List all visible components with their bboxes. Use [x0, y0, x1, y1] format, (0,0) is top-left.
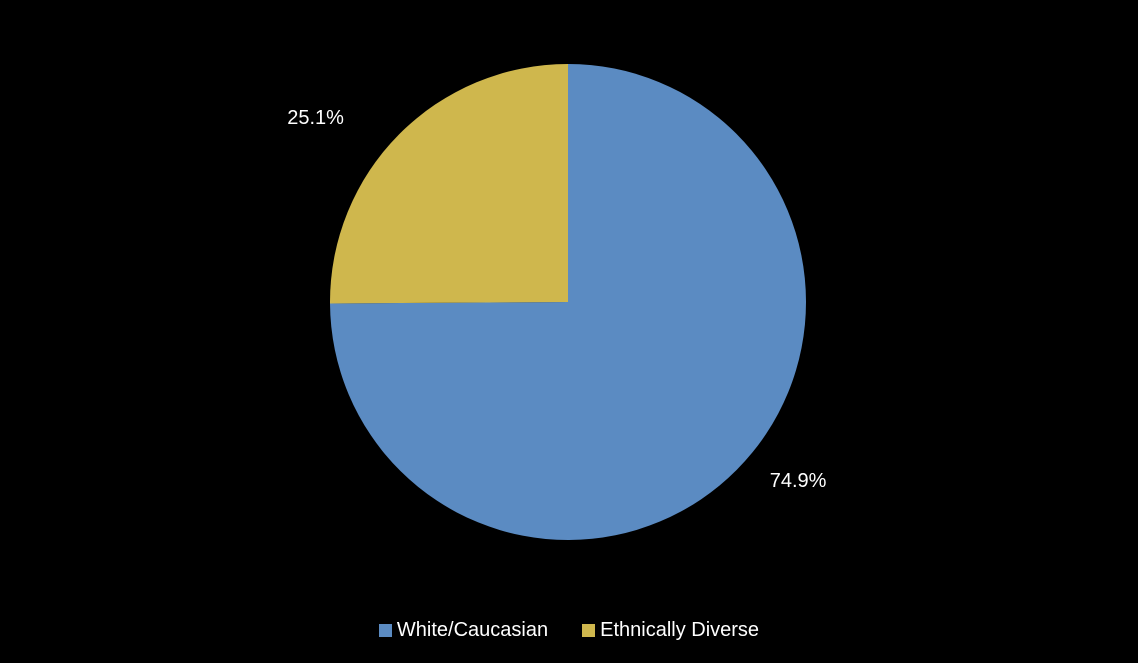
legend-swatch-white-caucasian [378, 623, 392, 637]
legend-swatch-ethnically-diverse [582, 623, 596, 637]
chart-legend: White/Caucasian Ethnically Diverse [0, 616, 1138, 644]
pie-data-labels: 74.9% 25.1% [287, 107, 826, 492]
data-label-white-caucasian: 74.9% [770, 470, 827, 492]
pie-slices [330, 64, 807, 540]
legend-label-white-caucasian: White/Caucasian [396, 618, 549, 641]
pie-slice-white-caucasian [330, 64, 807, 540]
legend-label-ethnically-diverse: Ethnically Diverse [600, 618, 760, 641]
data-label-ethnically-diverse: 25.1% [287, 107, 344, 129]
pie-slice-ethnically-diverse [330, 64, 568, 304]
legend-item-white-caucasian: White/Caucasian [378, 618, 549, 642]
legend-item-ethnically-diverse: Ethnically Diverse [582, 619, 759, 642]
